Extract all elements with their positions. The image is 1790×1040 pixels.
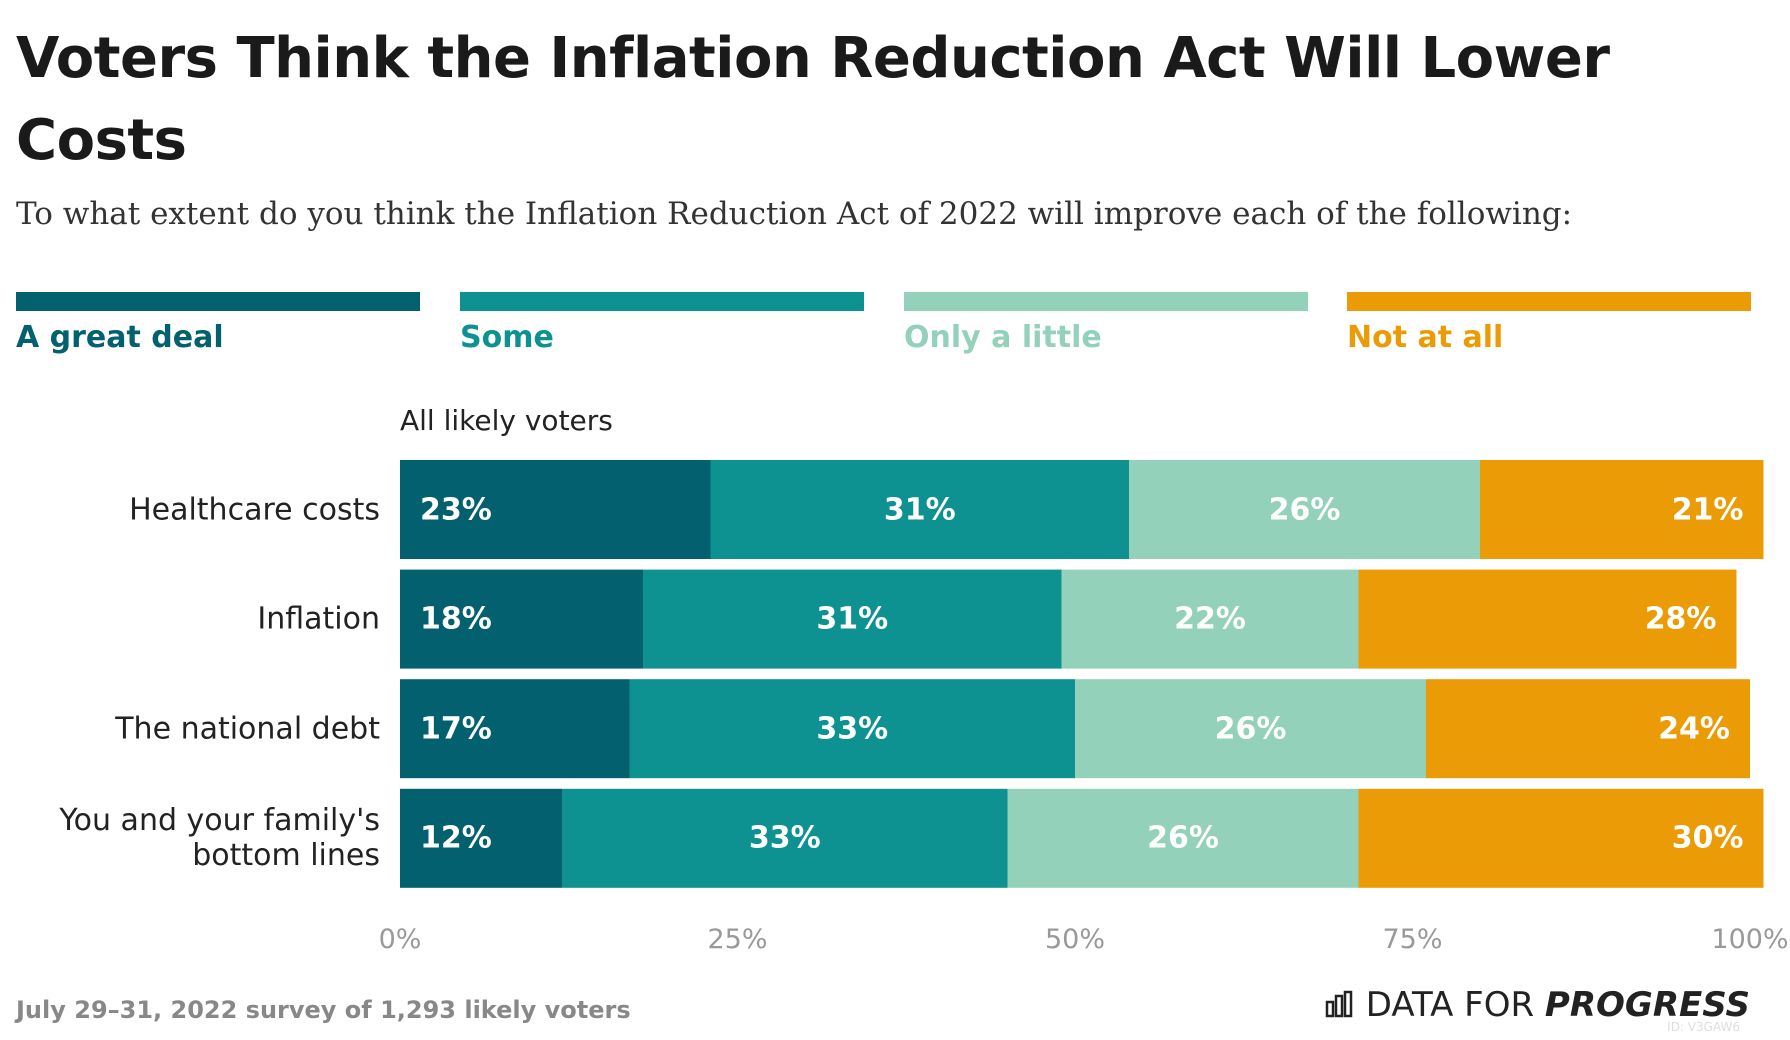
value-label: 26% xyxy=(1268,492,1341,527)
legend-swatch xyxy=(460,292,864,311)
category-label: Inflation xyxy=(257,601,380,637)
bar-segment xyxy=(562,788,1008,888)
x-tick-label: 100% xyxy=(1711,924,1789,955)
x-tick-label: 50% xyxy=(1044,924,1106,955)
bar-segment xyxy=(1129,460,1480,559)
bar-segment xyxy=(400,788,562,888)
value-label: 12% xyxy=(420,820,492,856)
value-label: 18% xyxy=(420,601,492,637)
bar-segment xyxy=(1007,788,1359,888)
value-label: 31% xyxy=(883,492,956,527)
bar-segment xyxy=(400,460,711,559)
value-label: 33% xyxy=(816,711,889,747)
bar-segment xyxy=(1480,460,1764,559)
category-label: The national debt xyxy=(115,711,380,747)
legend-label: Some xyxy=(460,320,554,355)
logo-emphasis: PROGRESS xyxy=(1544,985,1750,1025)
value-label: 26% xyxy=(1214,711,1287,747)
value-label: 28% xyxy=(1644,601,1717,637)
bar-segment xyxy=(629,679,1075,779)
category-label: You and your family's bottom lines xyxy=(59,803,380,874)
source-note: July 29–31, 2022 survey of 1,293 likely … xyxy=(16,996,631,1024)
logo: DATA FOR PROGRESS xyxy=(1325,985,1750,1025)
legend-label: A great deal xyxy=(16,320,224,355)
value-label: 30% xyxy=(1671,820,1744,856)
legend-swatch xyxy=(16,292,420,311)
bar-segment xyxy=(400,569,643,669)
category-label: Healthcare costs xyxy=(129,492,380,527)
bar-segment xyxy=(1075,679,1426,779)
legend-swatch xyxy=(1347,292,1751,311)
x-tick-label: 0% xyxy=(378,924,422,955)
bar-segment xyxy=(1061,569,1359,669)
x-tick-label: 25% xyxy=(707,924,768,955)
value-label: 21% xyxy=(1671,492,1744,527)
legend-swatch xyxy=(904,292,1308,311)
bar-segment xyxy=(643,569,1062,669)
bar-segment xyxy=(400,679,630,779)
logo-text: DATA FOR xyxy=(1365,985,1535,1025)
bar-segment xyxy=(1358,569,1737,669)
legend-label: Only a little xyxy=(904,320,1102,355)
subtitle: To what extent do you think the Inflatio… xyxy=(16,196,1573,232)
logo-icon xyxy=(1325,990,1353,1018)
chart-id: ID: V3GAW6 xyxy=(1667,1020,1740,1034)
chart-title: Voters Think the Inflation Reduction Act… xyxy=(16,26,1610,173)
value-label: 22% xyxy=(1174,601,1246,637)
value-label: 24% xyxy=(1658,711,1730,747)
bar-segment xyxy=(1426,679,1750,779)
value-label: 33% xyxy=(748,820,821,856)
value-label: 17% xyxy=(420,711,492,747)
x-tick-label: 75% xyxy=(1382,924,1443,955)
group-label: All likely voters xyxy=(400,404,613,437)
legend-label: Not at all xyxy=(1347,320,1504,355)
value-label: 23% xyxy=(420,492,492,527)
bar-segment xyxy=(710,460,1129,559)
value-label: 31% xyxy=(816,601,889,637)
bar-segment xyxy=(1358,788,1764,888)
value-label: 26% xyxy=(1147,820,1219,856)
